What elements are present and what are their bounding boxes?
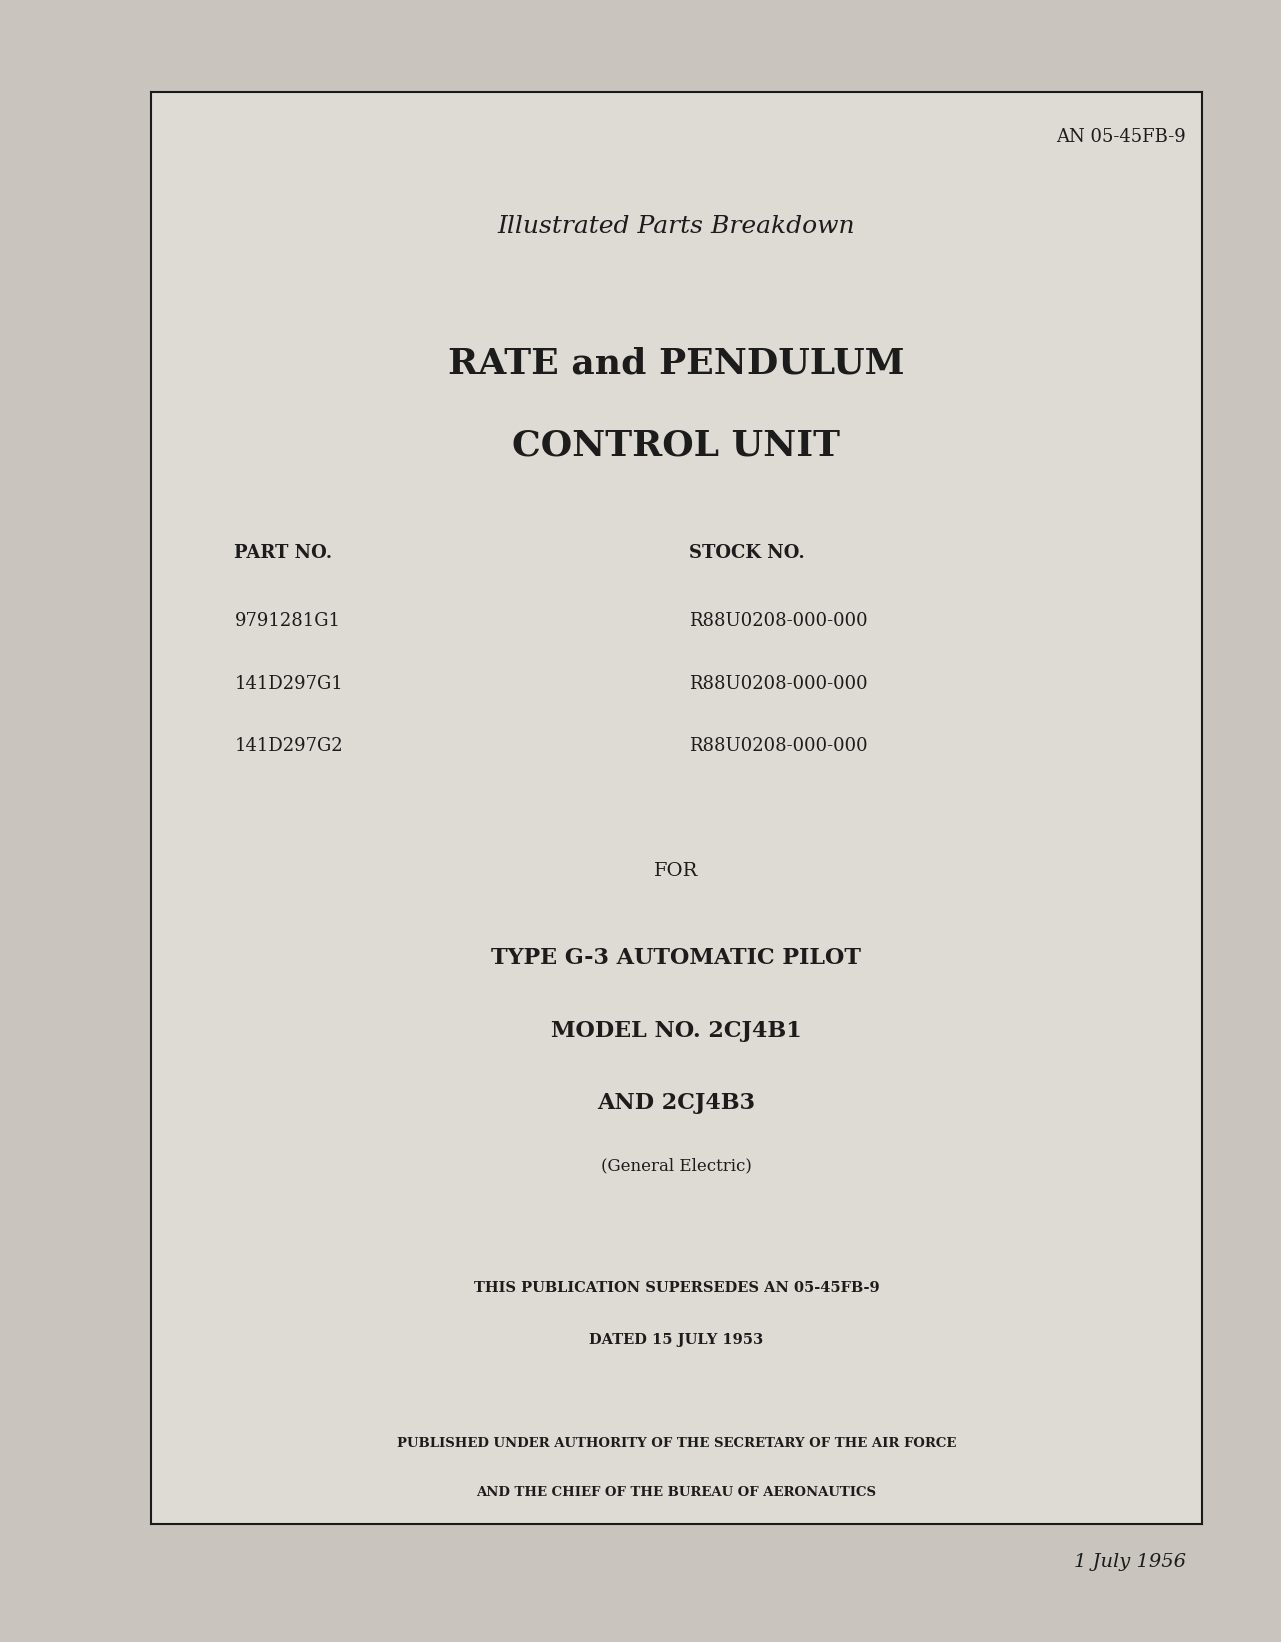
Text: FOR: FOR — [655, 862, 698, 880]
Text: R88U0208-000-000: R88U0208-000-000 — [689, 675, 867, 693]
Text: AND THE CHIEF OF THE BUREAU OF AERONAUTICS: AND THE CHIEF OF THE BUREAU OF AERONAUTI… — [477, 1486, 876, 1499]
Text: 9791281G1: 9791281G1 — [234, 612, 341, 631]
Text: 1 July 1956: 1 July 1956 — [1075, 1553, 1186, 1571]
Text: (General Electric): (General Electric) — [601, 1158, 752, 1174]
Text: DATED 15 JULY 1953: DATED 15 JULY 1953 — [589, 1333, 763, 1348]
Text: R88U0208-000-000: R88U0208-000-000 — [689, 612, 867, 631]
Text: Illustrated Parts Breakdown: Illustrated Parts Breakdown — [497, 215, 856, 238]
Text: PUBLISHED UNDER AUTHORITY OF THE SECRETARY OF THE AIR FORCE: PUBLISHED UNDER AUTHORITY OF THE SECRETA… — [397, 1437, 956, 1450]
Text: STOCK NO.: STOCK NO. — [689, 544, 804, 562]
Text: PART NO.: PART NO. — [234, 544, 333, 562]
Text: MODEL NO. 2CJ4B1: MODEL NO. 2CJ4B1 — [551, 1020, 802, 1041]
Text: RATE and PENDULUM: RATE and PENDULUM — [448, 346, 904, 381]
Text: AND 2CJ4B3: AND 2CJ4B3 — [597, 1092, 756, 1113]
Text: 141D297G2: 141D297G2 — [234, 737, 343, 755]
Text: 141D297G1: 141D297G1 — [234, 675, 343, 693]
Text: AN 05-45FB-9: AN 05-45FB-9 — [1057, 128, 1186, 146]
Text: CONTROL UNIT: CONTROL UNIT — [512, 429, 840, 463]
Text: TYPE G-3 AUTOMATIC PILOT: TYPE G-3 AUTOMATIC PILOT — [492, 947, 861, 969]
Text: THIS PUBLICATION SUPERSEDES AN 05-45FB-9: THIS PUBLICATION SUPERSEDES AN 05-45FB-9 — [474, 1281, 879, 1296]
Text: R88U0208-000-000: R88U0208-000-000 — [689, 737, 867, 755]
